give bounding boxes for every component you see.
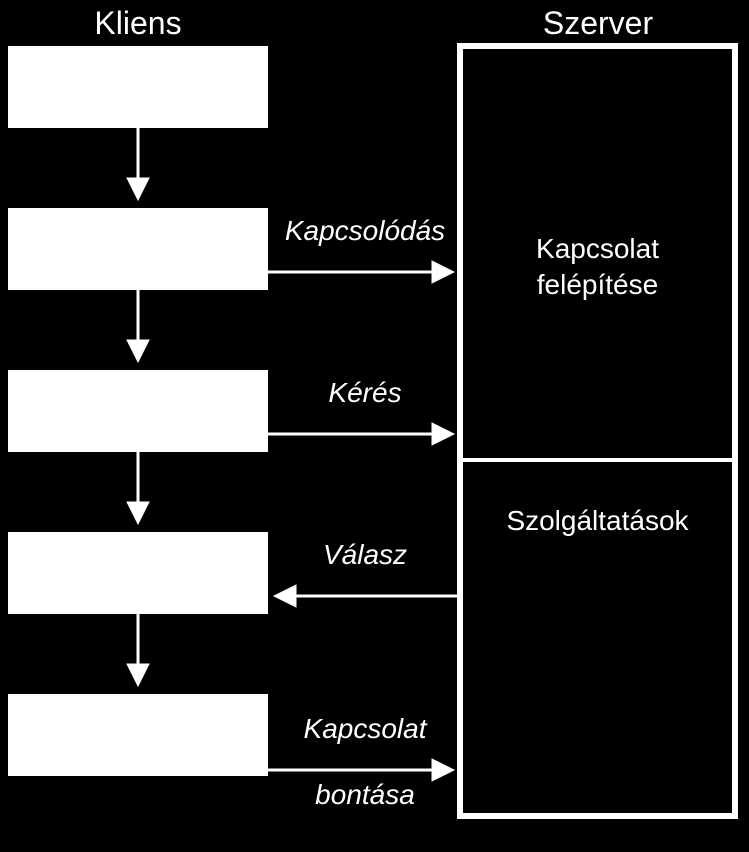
client-step-box: [8, 370, 268, 452]
client-heading: Kliens: [94, 5, 181, 41]
arrow-label: bontása: [315, 779, 415, 810]
arrow-label: Kérés: [328, 377, 401, 408]
server-upper-label-1: Kapcsolat: [536, 233, 659, 264]
server-upper-label-2: felépítése: [537, 269, 658, 300]
arrow-label: Kapcsolódás: [285, 215, 445, 246]
client-step-box: [8, 694, 268, 776]
server-heading: Szerver: [543, 5, 654, 41]
client-step-box: [8, 46, 268, 128]
arrow-label: Kapcsolat: [304, 713, 428, 744]
server-box: [460, 46, 735, 816]
client-server-diagram: Kliens Szerver Kapcsolat felépítése Szolgált…: [0, 0, 749, 852]
client-step-box: [8, 532, 268, 614]
server-lower-label: Szolgáltatások: [506, 505, 689, 536]
client-step-box: [8, 208, 268, 290]
arrow-label: Válasz: [323, 539, 407, 570]
